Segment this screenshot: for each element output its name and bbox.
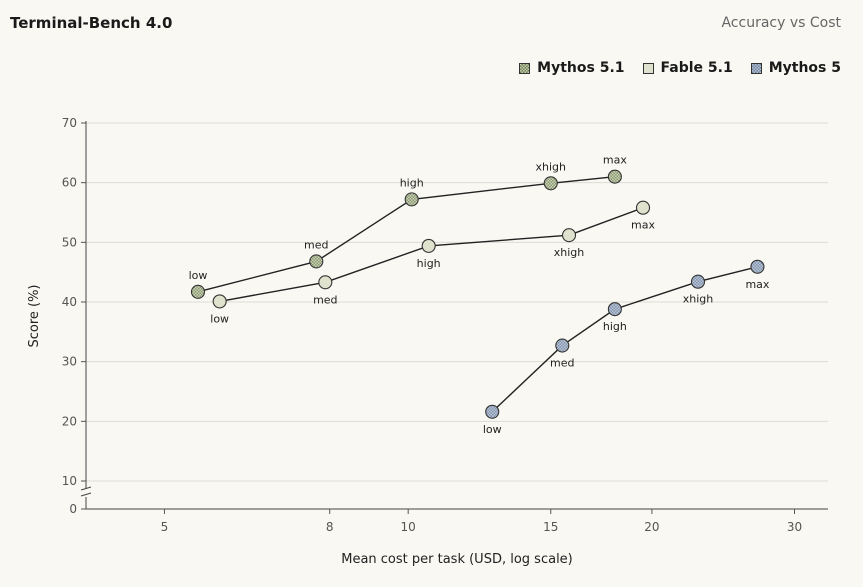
legend-label-mythos-5-1: Mythos 5.1 bbox=[537, 60, 625, 76]
y-axis-title: Score (%) bbox=[27, 284, 42, 347]
legend: Mythos 5.1 Fable 5.1 Mythos 5 bbox=[519, 60, 841, 76]
point-label-fable-5-1-max: max bbox=[631, 219, 655, 232]
chart-subtitle: Accuracy vs Cost bbox=[721, 15, 841, 31]
legend-label-mythos-5: Mythos 5 bbox=[768, 60, 841, 76]
series-line-mythos-5-1 bbox=[197, 176, 615, 293]
x-tick-label-5: 5 bbox=[161, 520, 169, 534]
y-tick-label-60: 60 bbox=[62, 176, 77, 190]
point-mythos-5-1-low bbox=[190, 284, 206, 299]
x-tick-label-10: 10 bbox=[401, 520, 416, 534]
point-label-fable-5-1-xhigh: xhigh bbox=[554, 246, 585, 259]
point-fable-5-1-xhigh bbox=[561, 228, 577, 243]
point-label-mythos-5-1-low: low bbox=[189, 269, 208, 282]
series-mythos-5: low med high xhigh max bbox=[483, 259, 770, 436]
chart-title: Terminal-Bench 4.0 bbox=[10, 14, 173, 32]
point-label-mythos-5-1-med: med bbox=[304, 238, 328, 251]
series-fable-5-1: low med high xhigh max bbox=[210, 200, 655, 325]
axes: 0 10 20 30 40 50 60 70 5 8 10 15 20 30 bbox=[62, 116, 828, 534]
point-fable-5-1-low bbox=[212, 294, 227, 309]
y-tick-label-50: 50 bbox=[62, 235, 77, 249]
legend-swatch-fable-5-1 bbox=[642, 62, 654, 74]
point-label-fable-5-1-high: high bbox=[417, 257, 441, 270]
series-mythos-5-1: low med high xhigh max bbox=[189, 154, 627, 299]
point-fable-5-1-high bbox=[421, 238, 436, 253]
y-tick-label-70: 70 bbox=[62, 116, 77, 130]
legend-item-fable-5-1: Fable 5.1 bbox=[642, 60, 733, 76]
y-axis-break-mark bbox=[80, 486, 92, 497]
point-fable-5-1-med bbox=[318, 275, 333, 290]
y-tick-label-20: 20 bbox=[62, 414, 77, 428]
y-tick-label-10: 10 bbox=[62, 474, 77, 488]
point-mythos-5-high bbox=[607, 302, 622, 317]
legend-swatch-mythos-5-1 bbox=[519, 62, 531, 74]
y-tick-label-30: 30 bbox=[62, 355, 77, 369]
point-mythos-5-max bbox=[750, 259, 765, 274]
point-mythos-5-1-med bbox=[309, 254, 324, 269]
legend-item-mythos-5: Mythos 5 bbox=[750, 60, 841, 76]
point-label-mythos-5-med: med bbox=[550, 357, 574, 370]
y-tick-label-0: 0 bbox=[69, 502, 77, 516]
x-tick-label-20: 20 bbox=[644, 520, 659, 534]
point-label-fable-5-1-low: low bbox=[210, 312, 229, 325]
x-tick-label-30: 30 bbox=[787, 520, 802, 534]
legend-label-fable-5-1: Fable 5.1 bbox=[660, 60, 733, 76]
point-mythos-5-low bbox=[485, 404, 500, 419]
point-mythos-5-1-xhigh bbox=[543, 176, 558, 191]
point-fable-5-1-max bbox=[635, 200, 651, 215]
legend-swatch-mythos-5 bbox=[750, 62, 762, 74]
point-mythos-5-1-max bbox=[607, 169, 622, 184]
x-tick-label-8: 8 bbox=[326, 520, 334, 534]
point-mythos-5-xhigh bbox=[690, 274, 706, 289]
point-label-mythos-5-high: high bbox=[603, 320, 627, 333]
point-label-mythos-5-max: max bbox=[745, 278, 769, 291]
series-line-mythos-5 bbox=[491, 266, 758, 413]
y-tick-label-40: 40 bbox=[62, 295, 77, 309]
point-label-mythos-5-low: low bbox=[483, 423, 502, 436]
legend-item-mythos-5-1: Mythos 5.1 bbox=[519, 60, 625, 76]
point-label-fable-5-1-med: med bbox=[313, 293, 337, 306]
point-label-mythos-5-1-max: max bbox=[603, 154, 627, 167]
point-mythos-5-med bbox=[555, 338, 570, 353]
point-label-mythos-5-1-high: high bbox=[400, 176, 424, 189]
point-label-mythos-5-xhigh: xhigh bbox=[683, 293, 714, 306]
x-tick-label-15: 15 bbox=[543, 520, 558, 534]
point-label-mythos-5-1-xhigh: xhigh bbox=[536, 160, 567, 173]
x-axis-title: Mean cost per task (USD, log scale) bbox=[341, 552, 573, 567]
grid bbox=[86, 122, 828, 482]
point-mythos-5-1-high bbox=[404, 192, 419, 207]
series: low med high xhigh max low med high xhigh max low m… bbox=[189, 154, 770, 436]
